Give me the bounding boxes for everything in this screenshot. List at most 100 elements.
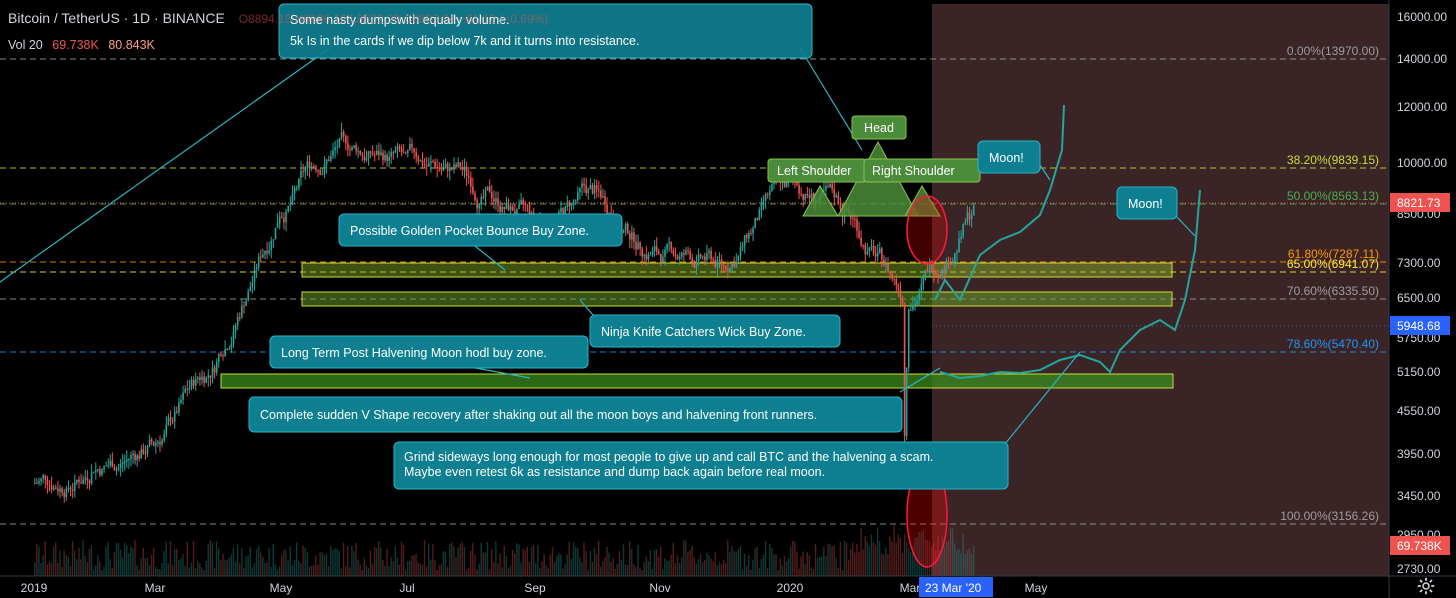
time-highlight: 23 Mar '20 xyxy=(919,577,993,597)
callout-top[interactable]: Some nasty dumpswith equally volume. 5k … xyxy=(278,3,813,59)
volume-bar xyxy=(714,552,716,576)
volume-bar xyxy=(488,569,491,576)
volume-bar xyxy=(676,555,679,576)
volume-bar xyxy=(901,553,904,576)
callout-ninja[interactable]: Ninja Knife Catchers Wick Buy Zone. xyxy=(589,314,841,348)
volume-bar xyxy=(920,531,922,576)
callout-long-term[interactable]: Long Term Post Halvening Moon hodl buy z… xyxy=(269,335,589,369)
candle-body xyxy=(409,144,411,150)
candle-body xyxy=(434,161,436,168)
long-term-zone[interactable] xyxy=(220,373,1174,389)
callout-moon-2[interactable]: Moon! xyxy=(1116,186,1178,220)
volume-bar xyxy=(587,569,589,576)
candle-body xyxy=(308,161,311,168)
candle-body xyxy=(319,170,321,175)
callout-v-shape[interactable]: Complete sudden V Shape recovery after s… xyxy=(248,396,903,433)
callout-golden-pocket[interactable]: Possible Golden Pocket Bounce Buy Zone. xyxy=(338,213,623,247)
candle-body xyxy=(695,261,698,268)
candle-body xyxy=(349,149,351,151)
volume-bar xyxy=(958,548,960,576)
candle-body xyxy=(430,161,432,164)
volume-bar xyxy=(910,551,912,576)
candle-body xyxy=(404,152,407,154)
candle-body xyxy=(526,204,529,206)
candle-body xyxy=(199,377,201,381)
volume-bar xyxy=(718,561,721,576)
callout-ninja-text: Ninja Knife Catchers Wick Buy Zone. xyxy=(601,325,806,339)
candle-body xyxy=(123,461,126,463)
volume-bar xyxy=(814,543,817,576)
candle-body xyxy=(241,305,243,318)
volume-bar xyxy=(67,556,70,576)
volume-bar xyxy=(467,567,470,576)
candle-body xyxy=(203,376,205,383)
callout-left-shoulder[interactable]: Left Shoulder xyxy=(767,158,867,183)
candle-body xyxy=(922,276,925,285)
volume-bar xyxy=(769,543,771,576)
candle-body xyxy=(57,488,59,492)
volume-bar xyxy=(434,560,436,576)
volume-bar xyxy=(672,542,674,576)
volume-bar xyxy=(568,542,570,576)
candle-body xyxy=(718,259,721,261)
volume-bar xyxy=(825,556,827,576)
candle-body xyxy=(417,157,420,162)
candle-body xyxy=(697,254,700,262)
candle-body xyxy=(903,304,906,437)
symbol-title[interactable]: Bitcoin / TetherUS · 1D · BINANCE xyxy=(8,10,225,26)
volume-bar xyxy=(243,567,245,576)
volume-bar xyxy=(138,569,140,576)
time-axis[interactable]: 2019 Mar May Jul Sep Nov 2020 Mar May xyxy=(21,581,1048,595)
candle-body xyxy=(86,477,89,481)
callout-moon-1[interactable]: Moon! xyxy=(977,140,1041,174)
candle-body xyxy=(760,201,763,211)
candle-body xyxy=(910,309,912,311)
callout-grind[interactable]: Grind sideways long enough for most peop… xyxy=(393,441,1009,490)
candle-body xyxy=(651,250,654,255)
volume-bar xyxy=(930,546,933,576)
candle-body xyxy=(712,259,715,261)
candle-body xyxy=(222,355,224,357)
volume-bar xyxy=(69,566,72,576)
volume-bar xyxy=(897,534,899,576)
candle-body xyxy=(355,145,357,152)
candle-body xyxy=(351,147,353,151)
volume-bar xyxy=(949,527,952,576)
candle-body xyxy=(708,250,710,254)
callout-right-shoulder[interactable]: Right Shoulder xyxy=(863,158,981,183)
volume-bar xyxy=(268,548,270,576)
candle-body xyxy=(935,274,937,276)
volume-bar xyxy=(336,548,338,576)
candle-body xyxy=(916,300,918,305)
volume-bar xyxy=(232,547,235,576)
settings-gear-icon[interactable] xyxy=(1417,577,1435,595)
candle-body xyxy=(40,478,42,482)
candle-body xyxy=(570,202,573,207)
volume-bar xyxy=(48,561,51,576)
candle-body xyxy=(201,376,203,381)
volume-bar xyxy=(647,560,649,576)
volume-bar xyxy=(386,548,388,576)
candle-body xyxy=(725,266,727,269)
ninja-zone[interactable] xyxy=(301,291,1173,307)
price-axis[interactable]: 16000.0014000.0012000.0010000.008500.007… xyxy=(1397,10,1447,576)
volume-bar xyxy=(549,554,552,576)
volume-bar xyxy=(359,564,361,576)
candle-body xyxy=(516,209,518,216)
volume-bar xyxy=(829,543,831,576)
volume-bar xyxy=(823,546,825,576)
candle-body xyxy=(522,199,525,204)
volume-bar xyxy=(635,566,637,576)
candle-body xyxy=(872,245,875,254)
candle-body xyxy=(735,261,738,267)
volume-bar xyxy=(184,565,186,576)
volume-bar xyxy=(457,547,459,576)
volume-bar xyxy=(249,546,251,576)
callout-head[interactable]: Head xyxy=(851,115,907,140)
candle-body xyxy=(444,163,447,169)
candle-body xyxy=(338,137,341,148)
candle-body xyxy=(624,223,627,231)
volume-bar xyxy=(302,545,304,576)
time-tick: Mar xyxy=(145,581,166,595)
